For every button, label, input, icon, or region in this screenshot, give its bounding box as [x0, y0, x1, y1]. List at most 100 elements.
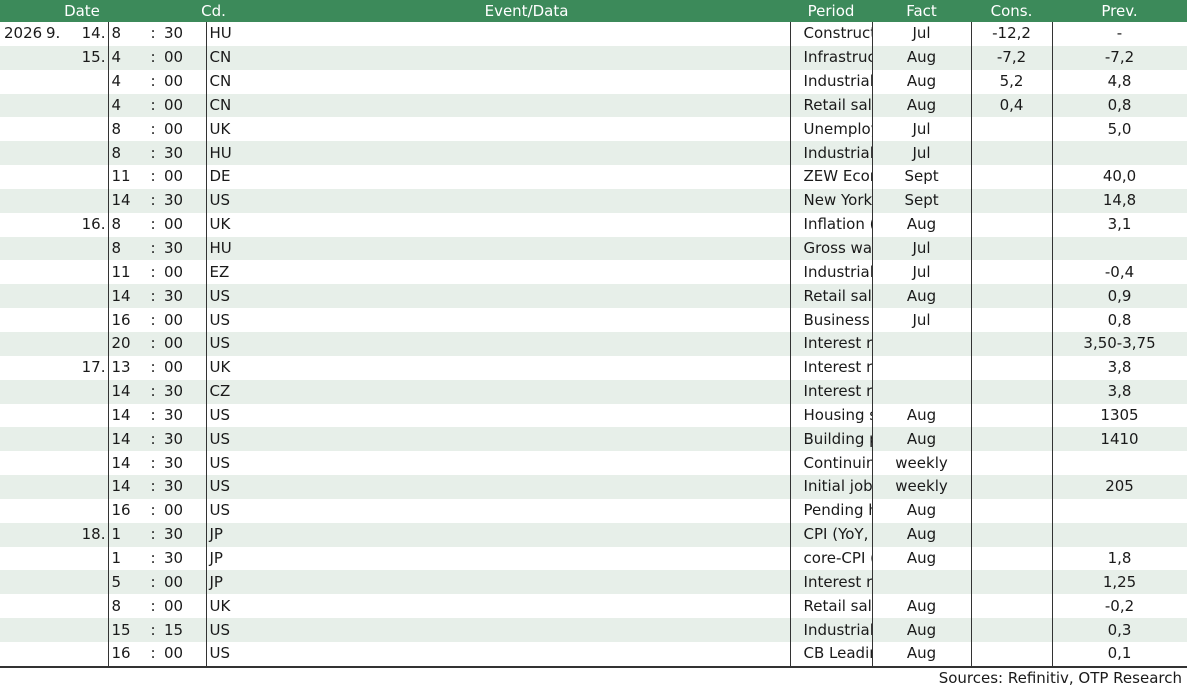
country-code: UK — [205, 355, 791, 380]
consensus-value: -0,2 — [1051, 594, 1187, 619]
time-separator: : — [142, 522, 164, 547]
consensus-value — [1051, 236, 1187, 261]
date-day — [70, 331, 108, 356]
date-month — [46, 308, 70, 332]
source-note: Sources: Refinitiv, OTP Research — [938, 669, 1182, 687]
time-hour: 8 — [107, 141, 142, 166]
fact-value — [970, 308, 1053, 332]
period: weekly — [871, 451, 972, 476]
fact-value — [970, 355, 1053, 380]
consensus-value — [1051, 498, 1187, 523]
period: Sept — [871, 188, 972, 213]
time-hour: 14 — [107, 284, 142, 309]
time-minute: 00 — [164, 93, 206, 118]
fact-value — [970, 498, 1053, 523]
event-name: Interest rate decision (%) — [789, 331, 873, 356]
period: Aug — [871, 284, 972, 309]
date-month — [46, 594, 70, 619]
event-name: Industrial production (MoM, %) — [789, 260, 873, 285]
date-day — [70, 308, 108, 332]
time-minute: 00 — [164, 165, 206, 189]
fact-value — [970, 427, 1053, 452]
time-separator: : — [142, 427, 164, 452]
date-month — [46, 117, 70, 142]
time-separator: : — [142, 451, 164, 476]
consensus-value: - — [1051, 22, 1187, 46]
date-year — [0, 284, 46, 309]
date-day — [70, 379, 108, 404]
time-minute: 00 — [164, 331, 206, 356]
header-prev: Prev. — [1052, 0, 1187, 22]
fact-value — [970, 188, 1053, 213]
header-fact: Fact — [872, 0, 972, 22]
period: Aug — [871, 427, 972, 452]
date-year — [0, 188, 46, 213]
consensus-value — [1051, 522, 1187, 547]
time-minute: 30 — [164, 427, 206, 452]
fact-value — [970, 618, 1053, 642]
time-separator: : — [142, 355, 164, 380]
date-day — [70, 165, 108, 189]
country-code: CN — [205, 45, 791, 70]
date-year — [0, 331, 46, 356]
economic-calendar-table: Date Cd. Event/Data Period Fact Cons. Pr… — [0, 0, 1187, 668]
country-code: US — [205, 475, 791, 499]
consensus-value: 1,8 — [1051, 546, 1187, 571]
country-code: US — [205, 427, 791, 452]
event-name: ZEW Economic Sentiment (points) — [789, 165, 873, 189]
event-name: Interest rate decision (%) — [789, 379, 873, 404]
consensus-value: 1,25 — [1051, 570, 1187, 595]
period: Jul — [871, 236, 972, 261]
date-day: 14. — [70, 22, 108, 46]
fact-value — [970, 403, 1053, 428]
time-minute: 00 — [164, 117, 206, 142]
header-code: Cd. — [164, 0, 264, 22]
date-day — [70, 618, 108, 642]
fact-value: 5,2 — [970, 69, 1053, 94]
time-hour: 15 — [107, 618, 142, 642]
header-period: Period — [790, 0, 873, 22]
date-day — [70, 141, 108, 166]
consensus-value: 4,8 — [1051, 69, 1187, 94]
fact-value — [970, 641, 1053, 668]
fact-value — [970, 379, 1053, 404]
country-code: UK — [205, 212, 791, 237]
time-separator: : — [142, 475, 164, 499]
country-code: HU — [205, 236, 791, 261]
period: Jul — [871, 22, 972, 46]
period: Jul — [871, 141, 972, 166]
period: Aug — [871, 69, 972, 94]
time-hour: 11 — [107, 260, 142, 285]
time-separator: : — [142, 641, 164, 668]
date-year — [0, 475, 46, 499]
header-row: Date Cd. Event/Data Period Fact Cons. Pr… — [0, 0, 1187, 22]
date-day — [70, 188, 108, 213]
time-minute: 30 — [164, 236, 206, 261]
date-day — [70, 641, 108, 668]
date-month — [46, 641, 70, 668]
country-code: UK — [205, 594, 791, 619]
consensus-value: 5,0 — [1051, 117, 1187, 142]
time-separator: : — [142, 188, 164, 213]
time-minute: 00 — [164, 498, 206, 523]
date-day — [70, 403, 108, 428]
header-date: Date — [0, 0, 164, 22]
fact-value — [970, 165, 1053, 189]
date-year — [0, 641, 46, 668]
event-name: Gross wages (YoY, %) — [789, 236, 873, 261]
time-minute: 30 — [164, 522, 206, 547]
date-year — [0, 403, 46, 428]
fact-value — [970, 331, 1053, 356]
period: Jul — [871, 308, 972, 332]
date-month — [46, 403, 70, 428]
period — [871, 379, 972, 404]
time-hour: 11 — [107, 165, 142, 189]
time-hour: 4 — [107, 45, 142, 70]
